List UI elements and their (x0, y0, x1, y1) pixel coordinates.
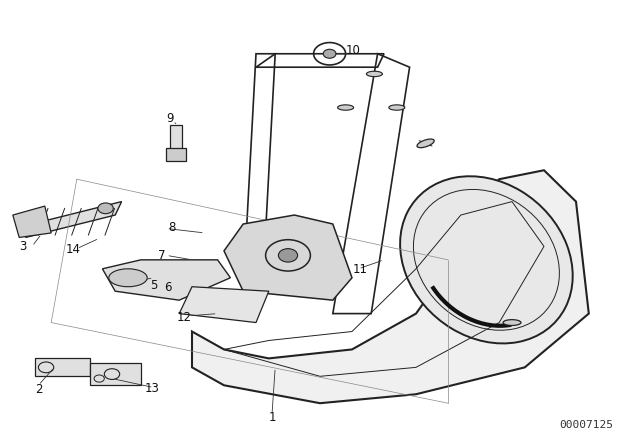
Text: 3: 3 (19, 240, 26, 253)
Text: 5: 5 (150, 279, 157, 293)
Polygon shape (13, 206, 51, 237)
Polygon shape (170, 125, 182, 152)
Text: 00007125: 00007125 (559, 420, 613, 430)
Ellipse shape (503, 320, 521, 325)
Ellipse shape (400, 176, 573, 344)
Polygon shape (26, 202, 122, 237)
Text: 1: 1 (268, 411, 276, 424)
Text: 14: 14 (66, 243, 81, 256)
Text: 9: 9 (166, 112, 173, 125)
Ellipse shape (417, 139, 434, 148)
Text: 2: 2 (35, 383, 42, 396)
Polygon shape (179, 287, 269, 323)
Polygon shape (166, 148, 186, 161)
Text: 10: 10 (346, 43, 361, 57)
Text: 6: 6 (164, 281, 172, 294)
Ellipse shape (338, 105, 354, 110)
Text: 11: 11 (352, 263, 367, 276)
Polygon shape (90, 363, 141, 385)
Text: 13: 13 (145, 382, 160, 396)
Text: 4: 4 (121, 276, 129, 290)
Circle shape (98, 203, 113, 214)
Polygon shape (224, 215, 352, 300)
Circle shape (278, 249, 298, 262)
Text: 7: 7 (157, 249, 165, 262)
Polygon shape (192, 170, 589, 403)
Polygon shape (102, 260, 230, 300)
Text: 8: 8 (168, 221, 175, 234)
Text: 12: 12 (177, 310, 192, 324)
Ellipse shape (389, 105, 405, 110)
Ellipse shape (366, 71, 383, 77)
Polygon shape (35, 358, 90, 376)
Circle shape (323, 49, 336, 58)
Ellipse shape (109, 269, 147, 287)
